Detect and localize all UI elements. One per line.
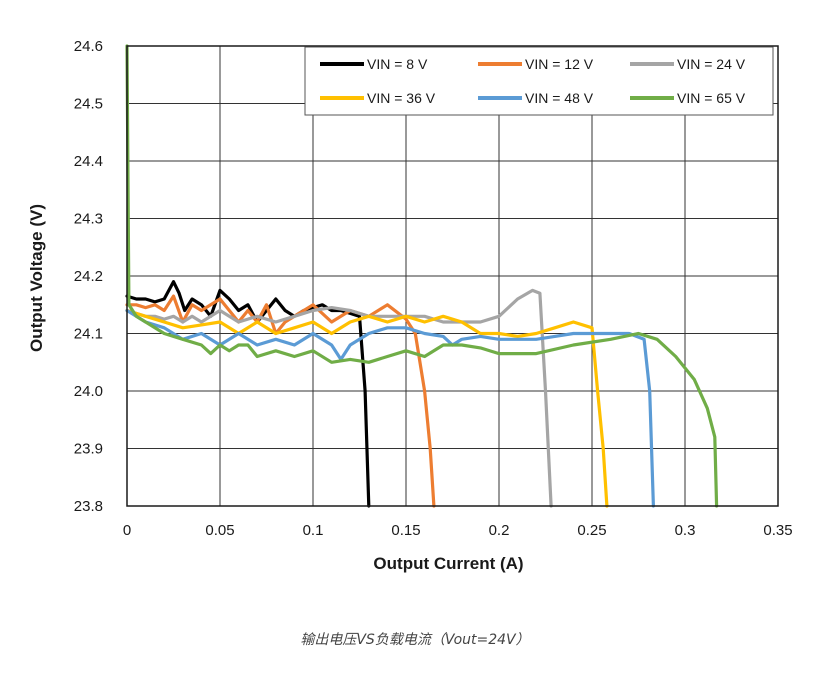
series-line-3 (125, 288, 553, 508)
x-tick-label: 0.05 (205, 522, 234, 539)
x-tick-label: 0.1 (303, 522, 324, 539)
legend-label: VIN = 8 V (367, 56, 428, 72)
legend-label: VIN = 24 V (677, 56, 746, 72)
x-tick-label: 0.35 (763, 522, 792, 539)
y-axis-title: Output Voltage (V) (27, 204, 46, 352)
figure-caption: 输出电压VS负载电流（Vout=24V） (300, 632, 530, 648)
grid (126, 45, 779, 507)
legend-label: VIN = 36 V (367, 90, 436, 106)
x-tick-label: 0.2 (489, 522, 510, 539)
y-tick-label: 24.2 (74, 268, 103, 285)
series-line-1 (125, 280, 371, 508)
y-tick-label: 23.9 (74, 441, 103, 458)
series-line-6 (125, 44, 719, 508)
legend: VIN = 8 V VIN = 12 V VIN = 24 V VIN = 36 V V… (304, 46, 774, 116)
x-tick-label: 0.15 (391, 522, 420, 539)
plot-frame (126, 45, 779, 507)
series-lines (125, 44, 719, 508)
y-tick-label: 24.1 (74, 326, 103, 343)
legend-label: VIN = 12 V (525, 56, 594, 72)
x-tick-label: 0.3 (675, 522, 696, 539)
y-tick-label: 24.5 (74, 96, 103, 113)
y-tick-labels: 23.8 23.9 24.0 24.1 24.2 24.3 24.4 24.5 24.6 (74, 38, 103, 515)
legend-box (304, 46, 774, 116)
legend-label: VIN = 65 V (677, 90, 746, 106)
x-tick-label: 0 (123, 522, 131, 539)
y-tick-label: 23.8 (74, 498, 103, 515)
legend-label: VIN = 48 V (525, 90, 594, 106)
series-line-5 (125, 308, 655, 508)
y-tick-label: 24.4 (74, 153, 103, 170)
x-tick-label: 0.25 (577, 522, 606, 539)
x-axis-title: Output Current (A) (373, 554, 523, 573)
y-tick-label: 24.0 (74, 383, 103, 400)
x-tick-labels: 0 0.05 0.1 0.15 0.2 0.25 0.3 0.35 (123, 522, 793, 539)
series-line-4 (125, 308, 609, 508)
y-tick-label: 24.3 (74, 211, 103, 228)
y-tick-label: 24.6 (74, 38, 103, 55)
